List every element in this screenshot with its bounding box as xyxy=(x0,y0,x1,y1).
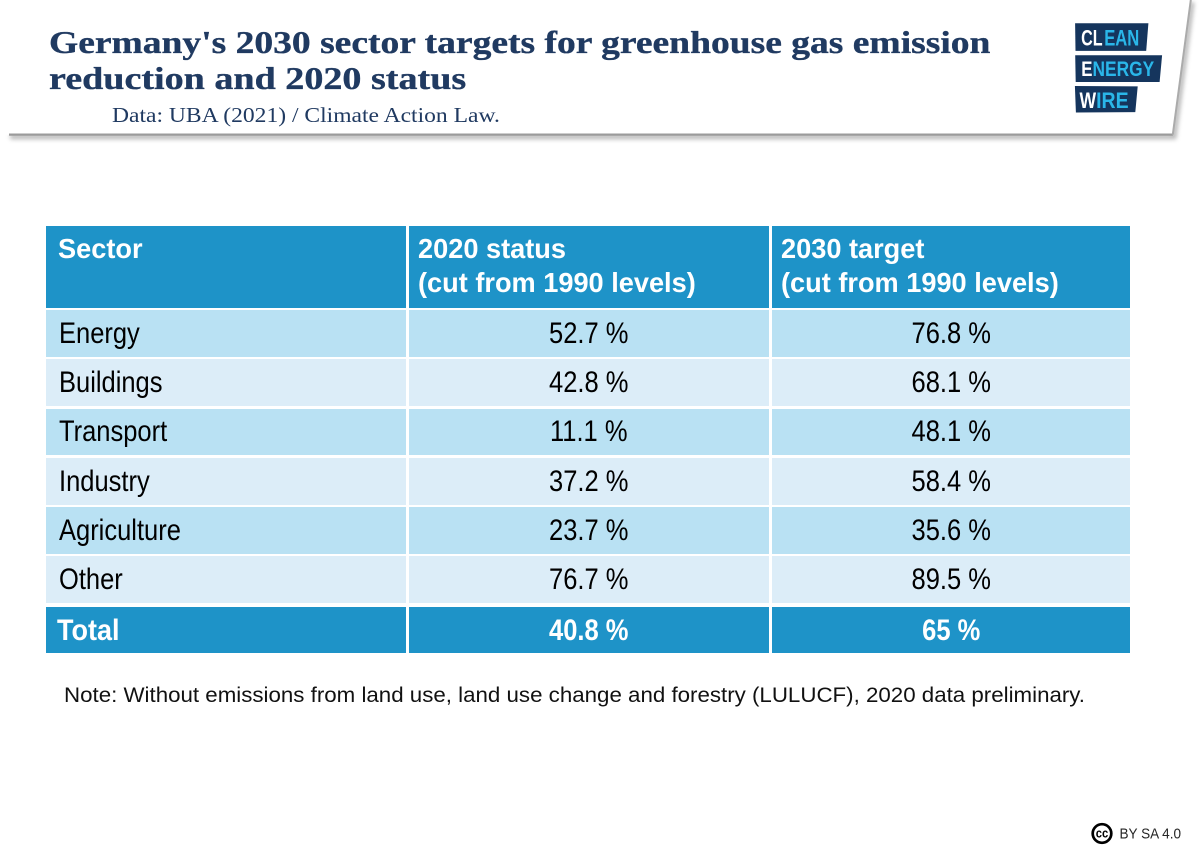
svg-text:NERGY: NERGY xyxy=(1093,58,1155,81)
svg-text:W: W xyxy=(1080,88,1097,113)
svg-text:E: E xyxy=(1081,58,1092,81)
svg-text:IRE: IRE xyxy=(1096,88,1129,113)
svg-text:CL: CL xyxy=(1081,25,1103,50)
svg-text:cc: cc xyxy=(1096,826,1109,840)
svg-text:BY SA 4.0: BY SA 4.0 xyxy=(1120,826,1182,842)
svg-text:EAN: EAN xyxy=(1104,25,1139,50)
